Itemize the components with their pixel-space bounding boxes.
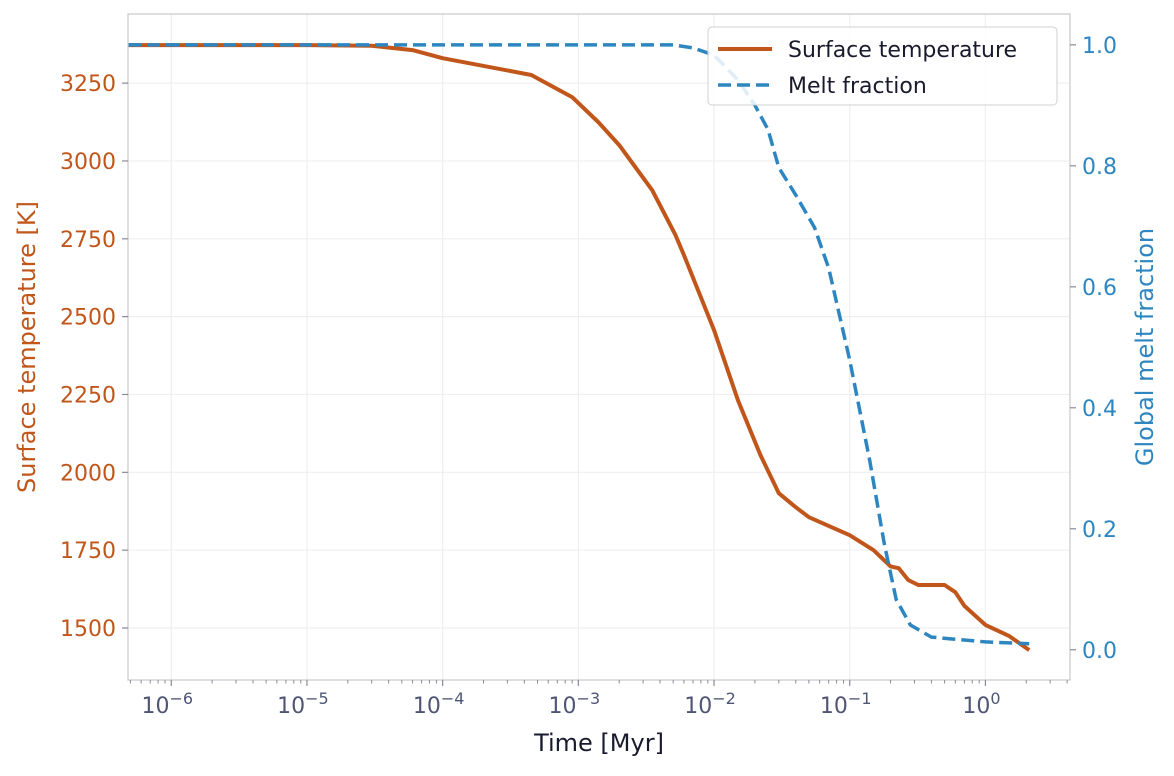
x-tick-exponent: −5 <box>305 689 329 708</box>
legend-label-melt: Melt fraction <box>788 74 927 99</box>
x-tick-label: 10−4 <box>413 689 465 719</box>
legend-label-temperature: Surface temperature <box>788 38 1017 63</box>
y-axis-right: 0.0 0.2 0.4 0.6 0.8 1.0 <box>1070 34 1117 664</box>
surface-temperature-line <box>128 43 1031 652</box>
y-axis-left: 1500 1750 2000 2250 2500 2750 3000 3250 <box>60 72 128 642</box>
x-axis: 10−6 10−5 10−4 10−3 10−2 10−1 100 <box>129 680 1068 719</box>
x-tick-exponent: −3 <box>577 689 601 708</box>
grid <box>128 14 1070 680</box>
y-left-tick-label: 2750 <box>60 228 116 253</box>
series-lines <box>128 43 1031 652</box>
legend: Surface temperature Melt fraction <box>707 26 1058 106</box>
y-axis-left-label: Surface temperature [K] <box>13 201 41 493</box>
y-right-tick-label: 1.0 <box>1082 34 1117 59</box>
x-tick-label: 10−5 <box>277 689 329 719</box>
y-left-tick-label: 2000 <box>60 461 116 486</box>
y-right-tick-label: 0.8 <box>1082 155 1117 180</box>
y-right-tick-label: 0.4 <box>1082 397 1117 422</box>
x-axis-label: Time [Myr] <box>533 729 664 757</box>
y-left-tick-label: 1500 <box>60 617 116 642</box>
x-tick-exponent: −1 <box>848 689 872 708</box>
x-tick-exponent: 0 <box>990 689 1000 708</box>
x-tick-exponent: −2 <box>712 689 736 708</box>
x-tick-exponent: −6 <box>169 689 193 708</box>
x-tick-label: 10−3 <box>549 689 601 719</box>
x-tick-exponent: −4 <box>441 689 465 708</box>
x-tick-label: 10−6 <box>141 689 193 719</box>
legend-box <box>707 26 1058 106</box>
y-right-tick-label: 0.2 <box>1082 518 1117 543</box>
y-right-tick-label: 0.0 <box>1082 639 1117 664</box>
y-right-tick-label: 0.6 <box>1082 276 1117 301</box>
y-left-tick-label: 1750 <box>60 539 116 564</box>
x-tick-label: 100 <box>962 689 1000 719</box>
y-left-tick-label: 3250 <box>60 72 116 97</box>
x-tick-label: 10−2 <box>684 689 736 719</box>
y-axis-right-label: Global melt fraction <box>1131 228 1159 466</box>
y-left-tick-label: 3000 <box>60 150 116 175</box>
plot-frame <box>127 13 1071 681</box>
y-left-tick-label: 2500 <box>60 306 116 331</box>
y-left-tick-label: 2250 <box>60 383 116 408</box>
x-tick-label: 10−1 <box>820 689 872 719</box>
melt-fraction-line <box>128 43 1030 646</box>
